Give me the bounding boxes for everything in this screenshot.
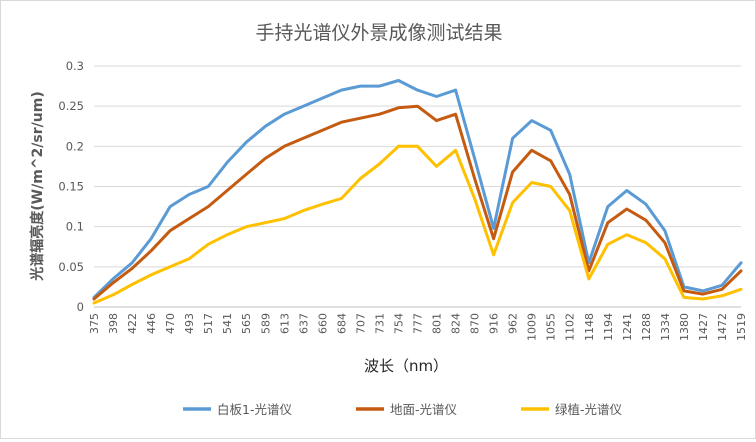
x-tick-label: 801 bbox=[431, 313, 444, 334]
x-tick-label: 824 bbox=[450, 313, 463, 334]
x-tick-label: 870 bbox=[469, 313, 482, 334]
x-tick-label: 541 bbox=[221, 313, 234, 334]
x-tick-label: 1241 bbox=[621, 313, 634, 341]
y-tick-labels: 0 0.05 0.1 0.15 0.2 0.25 0.3 bbox=[58, 59, 84, 314]
x-tick-label: 375 bbox=[88, 313, 101, 334]
y-tick-label: 0.15 bbox=[58, 180, 84, 194]
x-tick-label: 589 bbox=[259, 313, 272, 334]
x-tick-label: 1288 bbox=[640, 313, 653, 341]
x-tick-label: 684 bbox=[335, 313, 348, 334]
y-tick-label: 0.1 bbox=[66, 220, 84, 234]
x-tick-label: 777 bbox=[412, 313, 425, 334]
x-tick-label: 1009 bbox=[526, 313, 539, 341]
x-tick-label: 517 bbox=[202, 313, 215, 334]
y-tick-label: 0 bbox=[77, 300, 84, 314]
y-tick-label: 0.05 bbox=[58, 260, 84, 274]
x-tick-label: 1380 bbox=[678, 313, 691, 341]
x-tick-label: 1148 bbox=[583, 313, 596, 341]
x-tick-label: 1519 bbox=[735, 313, 748, 341]
y-tick-label: 0.25 bbox=[58, 99, 84, 113]
series-line-2 bbox=[92, 104, 743, 301]
x-tick-label: 962 bbox=[507, 313, 520, 334]
chart-title: 手持光谱仪外景成像测试结果 bbox=[255, 22, 502, 44]
x-tick-label: 398 bbox=[107, 313, 120, 334]
x-tick-label: 493 bbox=[183, 313, 196, 334]
x-tick-label: 422 bbox=[126, 313, 139, 334]
x-tick-label: 1055 bbox=[545, 313, 558, 341]
x-tick-label: 754 bbox=[392, 313, 405, 334]
x-tick-label: 446 bbox=[145, 313, 158, 334]
x-tick-label: 916 bbox=[488, 313, 501, 334]
x-tick-label: 637 bbox=[297, 313, 310, 334]
x-tick-label: 660 bbox=[316, 313, 329, 334]
x-tick-label: 1194 bbox=[602, 313, 615, 341]
x-tick-label: 731 bbox=[373, 313, 386, 334]
grid-lines bbox=[94, 65, 741, 308]
x-tick-label: 1427 bbox=[697, 313, 710, 341]
series-lines bbox=[92, 79, 743, 305]
legend-label: 绿植-光谱仪 bbox=[555, 402, 623, 417]
x-axis-label: 波长（nm） bbox=[364, 357, 448, 375]
x-tick-label: 470 bbox=[164, 313, 177, 334]
x-tick-label: 1334 bbox=[659, 313, 672, 341]
legend: 白板1-光谱仪 地面-光谱仪 绿植-光谱仪 bbox=[183, 402, 623, 417]
x-tick-label: 565 bbox=[240, 313, 253, 334]
y-tick-label: 0.2 bbox=[66, 139, 84, 153]
series-line-3 bbox=[92, 144, 743, 305]
x-tick-label: 1472 bbox=[716, 313, 729, 341]
legend-label: 白板1-光谱仪 bbox=[217, 402, 292, 417]
y-tick-label: 0.3 bbox=[66, 59, 84, 73]
x-tick-label: 707 bbox=[354, 313, 367, 334]
x-tick-label: 613 bbox=[278, 313, 291, 334]
x-tick-label: 1102 bbox=[564, 313, 577, 341]
y-axis-label: 光谱辐亮度(W/m^2/sr/um) bbox=[29, 91, 46, 281]
x-tick-labels: 375 398 422 446 470 493 517 541 565 589 613 637 660 6… bbox=[88, 313, 748, 341]
legend-label: 地面-光谱仪 bbox=[390, 402, 458, 417]
series-line-1 bbox=[92, 79, 743, 299]
